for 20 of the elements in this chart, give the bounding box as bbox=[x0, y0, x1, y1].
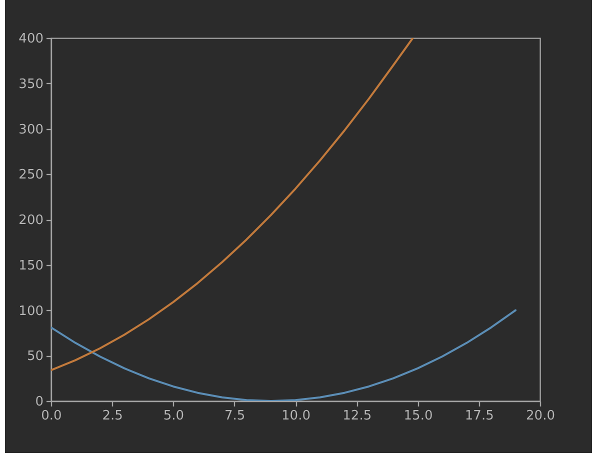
x-tick-label: 10.0 bbox=[282, 408, 310, 424]
x-tick-label: 20.0 bbox=[526, 408, 555, 424]
y-tick-label: 400 bbox=[18, 32, 44, 46]
y-tick-label: 150 bbox=[18, 258, 44, 274]
y-tick-label: 350 bbox=[18, 76, 44, 92]
x-tick-label: 0.0 bbox=[41, 408, 62, 424]
x-tick-label: 12.5 bbox=[342, 408, 372, 424]
y-tick-label: 50 bbox=[26, 349, 44, 364]
x-tick-label: 17.5 bbox=[464, 408, 494, 424]
x-tick-label: 7.5 bbox=[224, 408, 246, 424]
y-tick-label: 300 bbox=[18, 122, 44, 138]
y-tick-label: 200 bbox=[18, 213, 44, 228]
x-tick-label: 5.0 bbox=[163, 408, 184, 424]
y-tick-label: 250 bbox=[18, 168, 44, 183]
x-tick-label: 15.0 bbox=[404, 408, 433, 424]
line-series bbox=[51, 38, 414, 372]
line-series bbox=[51, 309, 517, 401]
y-tick-label: 100 bbox=[18, 304, 44, 319]
x-tick-label: 2.5 bbox=[102, 408, 123, 424]
y-tick-label: 0 bbox=[35, 394, 44, 410]
